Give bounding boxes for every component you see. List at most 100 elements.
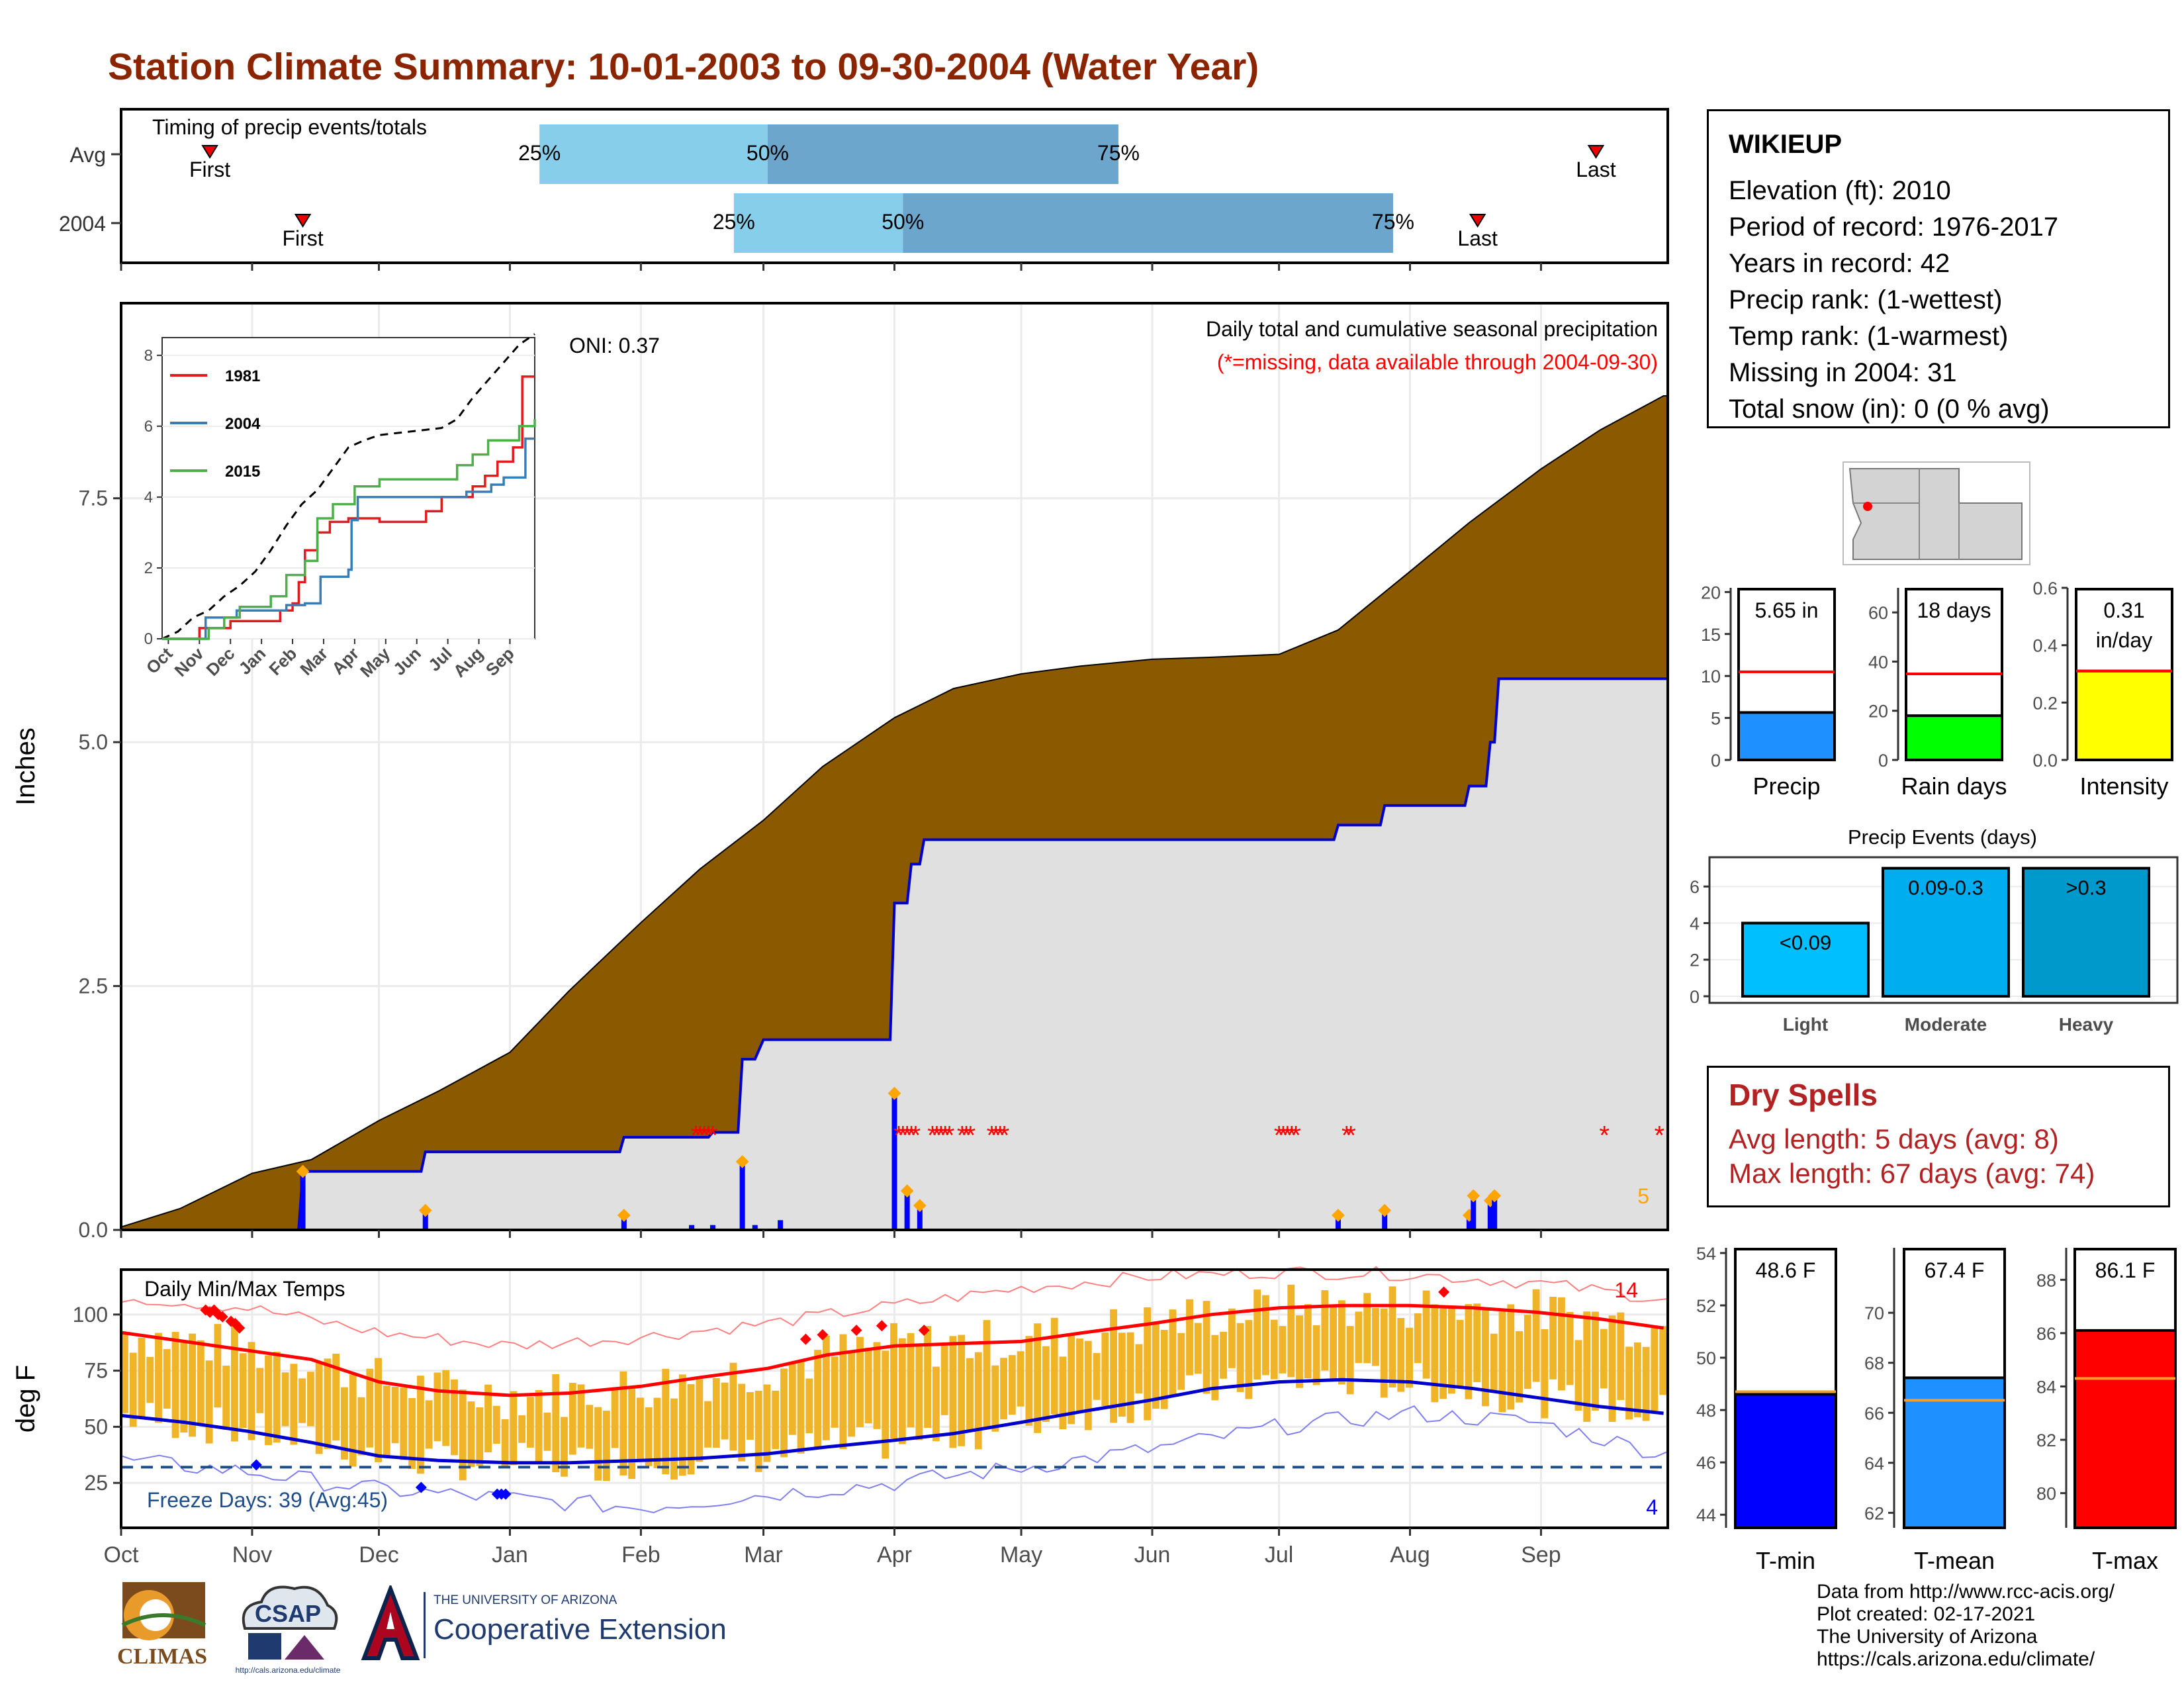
daily-precip-marker [296,1164,310,1178]
ua-logo-small-text: THE UNIVERSITY OF ARIZONA [433,1593,617,1607]
daily-temp-bar [1008,1355,1016,1415]
daily-temp-bar [492,1405,500,1444]
precip-total-axis-label: Precip [1752,773,1820,800]
daily-temp-bar [324,1358,332,1449]
station-period: Period of record: 1976-2017 [1729,212,2059,242]
station-snow: Total snow (in): 0 (0 % avg) [1729,395,2050,424]
temp-x-tick-label: Sep [1521,1542,1561,1568]
daily-precip-bar [300,1171,306,1230]
daily-precip-marker [418,1203,432,1217]
hot-day-marker [1438,1286,1450,1298]
missing-day-mark: * [695,1121,705,1150]
daily-temp-bar [163,1349,171,1409]
oni-label: ONI: 0.37 [569,334,660,357]
daily-temp-bar [1118,1333,1126,1417]
events-x-tick-label: Heavy [2059,1014,2114,1035]
precip-y-tick-label: 0.0 [79,1218,108,1242]
daily-precip-marker [887,1086,901,1100]
daily-temp-bar [1549,1296,1557,1380]
daily-temp-bar [1034,1323,1042,1433]
daily-temp-bar [856,1336,864,1428]
daily-temp-bar [214,1324,222,1408]
hot-day-marker [850,1325,862,1336]
daily-temp-bar [1388,1286,1396,1387]
daily-temp-bar [1126,1332,1134,1423]
intensity-bar [2075,669,2173,762]
daily-temp-bar [222,1365,230,1430]
daily-temp-bar [1592,1311,1599,1411]
daily-temp-bar [1304,1304,1312,1379]
record-max-line [120,1266,1668,1350]
daily-temp-bar [1110,1309,1118,1423]
daily-temp-bar [1617,1312,1625,1400]
daily-temp-bar [1642,1346,1650,1421]
missing-day-mark: * [911,1121,921,1150]
daily-precip-bar [739,1161,745,1230]
daily-temp-bar [433,1372,441,1442]
timing-row-label: Avg [69,143,106,167]
missing-day-mark: * [991,1121,1001,1150]
daily-precip-marker [617,1208,631,1222]
temp-x-tick-label: Jan [492,1542,528,1568]
hot-day-marker [876,1320,887,1332]
daily-temp-bar [1042,1346,1050,1423]
daily-temp-bar [425,1400,433,1449]
daily-temp-bar [602,1410,610,1481]
tmax-summary-y-tick-label: 88 [2036,1270,2056,1290]
station-elevation: Elevation (ft): 2010 [1729,176,1951,205]
daily-precip-bar [709,1225,715,1230]
daily-precip-bar [752,1225,758,1230]
daily-temp-bar [949,1336,957,1448]
tmean-summary-y-tick-label: 64 [1864,1454,1884,1474]
events-bar-label: <0.09 [1780,931,1831,954]
temp-x-tick-label: Dec [359,1542,398,1568]
daily-temp-bar [704,1401,712,1448]
dry-spells-heading: Dry Spells [1729,1078,1878,1112]
csap-logo-text: CSAP [255,1600,321,1627]
inset-legend-label: 1981 [225,367,260,385]
daily-temp-bar [637,1397,644,1462]
missing-day-mark: * [1283,1121,1293,1150]
daily-temp-bar [476,1407,484,1466]
ua-logo-big-text: Cooperative Extension [433,1613,727,1646]
temp-x-tick-label: Mar [744,1542,783,1568]
daily-temp-bar [189,1333,197,1437]
daily-temp-bar [1093,1353,1101,1400]
daily-temp-bar [510,1391,518,1466]
daily-temp-bar [1050,1317,1058,1415]
timing-quantile-label: 75% [1097,141,1140,165]
station-precip-rank: Precip rank: (1-wettest) [1729,285,2003,314]
daily-precip-marker [900,1184,914,1197]
daily-temp-bar [1380,1308,1388,1398]
inset-y-tick-label: 0 [144,630,153,648]
daily-precip-marker [1332,1208,1345,1222]
tmean-summary-value-label: 67.4 F [1925,1258,1985,1282]
daily-temp-bar [1406,1327,1413,1388]
daily-temp-bar [788,1361,796,1435]
tmean-summary-y-tick-label: 70 [1864,1303,1884,1323]
inset-avg-line [161,333,535,640]
hot-days-count: 14 [1614,1278,1638,1302]
missing-day-mark: * [999,1121,1010,1150]
daily-temp-bar [594,1407,602,1481]
daily-temp-bar [1084,1340,1092,1430]
tmin-summary-y-tick-label: 50 [1696,1348,1716,1368]
tmax-summary-axis-label: T-max [2092,1547,2158,1574]
daily-temp-bar [873,1342,881,1429]
obs-cumulative-area [121,679,1668,1230]
daily-temp-bar [121,1333,128,1413]
temp-x-tick-label: May [1000,1542,1042,1568]
events-bar [1882,867,2010,998]
daily-temp-bar [662,1368,670,1475]
daily-temp-bar [205,1360,213,1444]
daily-temp-bar [1482,1309,1489,1407]
daily-temp-bar [763,1384,771,1462]
missing-day-mark: * [707,1121,718,1150]
daily-temp-bar [138,1337,146,1417]
missing-day-mark: * [1291,1121,1301,1150]
temp-x-tick-label: Oct [104,1542,139,1568]
daily-temp-bar [298,1378,306,1423]
timing-first-label: First [189,158,230,181]
daily-temp-bar [1177,1333,1185,1390]
daily-precip-marker [913,1199,927,1213]
